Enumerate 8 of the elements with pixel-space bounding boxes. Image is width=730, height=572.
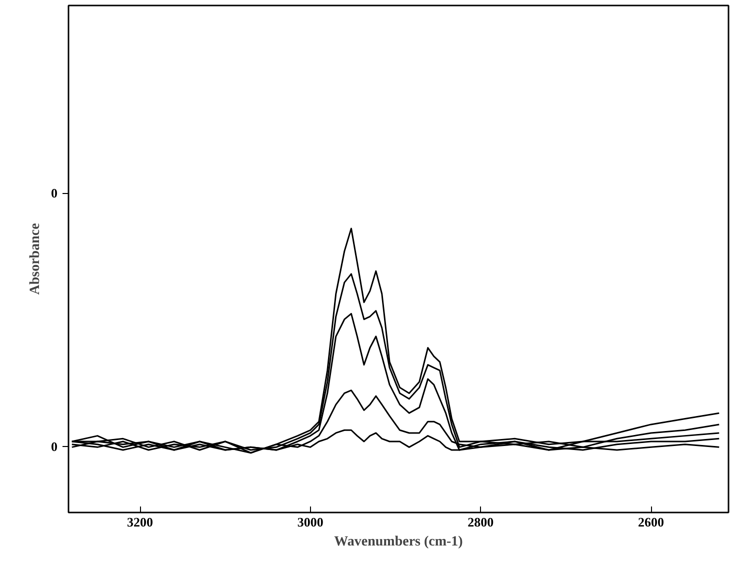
x-axis-title: Wavenumbers (cm-1)	[334, 534, 464, 550]
y-axis-title: Absorbance	[28, 223, 43, 295]
x-tick-label: 3000	[297, 514, 324, 530]
text: 0	[51, 439, 58, 454]
x-tick-label: 2600	[638, 514, 664, 530]
text: 0	[51, 186, 58, 201]
x-tick-label: 2800	[468, 514, 494, 530]
x-tick-label: 3200	[127, 514, 154, 530]
